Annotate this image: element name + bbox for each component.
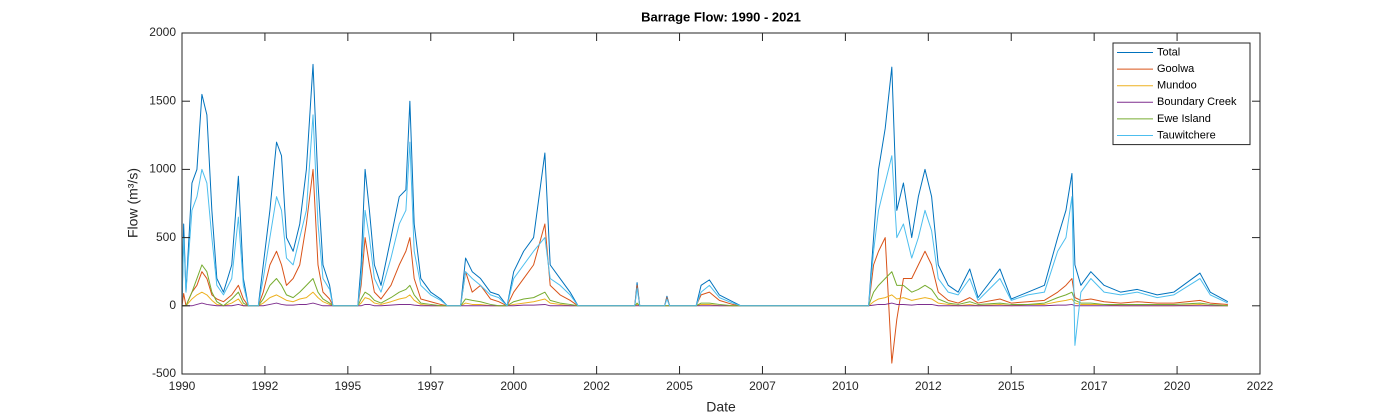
y-axis-label: Flow (m³/s): [125, 168, 141, 238]
y-tick-label: -500: [152, 366, 176, 380]
series-line: [181, 63, 1229, 307]
x-tick-label: 2020: [1164, 379, 1191, 393]
series-line: [181, 168, 1228, 364]
x-tick-label: 2012: [915, 379, 942, 393]
x-tick-label: 2015: [998, 379, 1025, 393]
axes-box: [181, 32, 1261, 375]
x-tick-label: 2007: [749, 379, 776, 393]
x-tick-label: 2010: [832, 379, 859, 393]
y-tick-label: 0: [169, 298, 176, 312]
x-tick-label: 2000: [500, 379, 527, 393]
legend-box: [1112, 42, 1251, 146]
x-tick-label: 1995: [334, 379, 361, 393]
series-line: [182, 264, 1228, 307]
legend-label: Mundoo: [1157, 80, 1197, 92]
plot-area: [181, 33, 1260, 374]
x-tick-label: 2017: [1081, 379, 1108, 393]
y-tick-label: 2000: [149, 25, 176, 39]
legend: Total Goolwa Mundoo Boundary Creek Ewe Islan…: [1112, 42, 1251, 146]
y-tick-label: 1500: [149, 93, 176, 107]
legend-label: Ewe Island: [1157, 113, 1211, 125]
x-tick-label: 1992: [252, 379, 279, 393]
x-tick-label: 2005: [666, 379, 693, 393]
x-tick-label: 2022: [1247, 379, 1274, 393]
legend-label: Boundary Creek: [1157, 96, 1237, 108]
x-tick-label: 1997: [417, 379, 444, 393]
series-line: [182, 302, 1228, 307]
legend-label: Tauwitchere: [1157, 129, 1216, 141]
x-tick-label: 1990: [169, 379, 196, 393]
chart-title: Barrage Flow: 1990 - 2021: [641, 9, 801, 24]
plot-background: [182, 33, 1260, 374]
y-tick-label: 500: [156, 230, 176, 244]
x-tick-label: 2002: [583, 379, 610, 393]
legend-label: Goolwa: [1157, 63, 1195, 75]
y-tick-label: 1000: [149, 162, 176, 176]
x-axis-label: Date: [706, 399, 736, 415]
series-line: [182, 291, 1228, 307]
series-line: [181, 114, 1229, 346]
legend-label: Total: [1157, 46, 1180, 58]
